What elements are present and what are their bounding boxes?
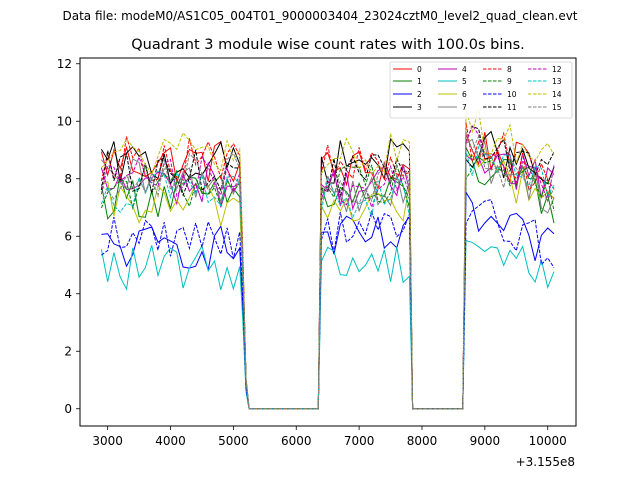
series-line-10 (101, 199, 555, 410)
legend-label: 7 (462, 103, 467, 112)
y-tick-label: 8 (64, 172, 72, 186)
legend-label: 12 (552, 65, 562, 74)
y-tick-label: 12 (57, 57, 72, 71)
y-axis: 0 2 4 6 8 10 12 (57, 57, 80, 416)
chart-title: Quadrant 3 module wise count rates with … (131, 37, 525, 53)
series-line-0 (100, 132, 555, 410)
series-line-13 (100, 145, 555, 410)
series-line-11 (100, 125, 555, 410)
suptitle: Data file: modeM0/AS1C05_004T01_90000034… (62, 9, 577, 23)
y-tick-label: 2 (64, 344, 72, 358)
legend-label: 4 (462, 65, 467, 74)
x-tick-label: 5000 (218, 434, 249, 448)
legend-label: 15 (552, 103, 562, 112)
legend-label: 9 (507, 77, 512, 86)
legend-label: 3 (417, 103, 422, 112)
legend-label: 10 (507, 90, 517, 99)
axes-frame (79, 57, 577, 427)
x-tick-label: 9000 (470, 434, 501, 448)
legend-label: 11 (507, 103, 517, 112)
x-axis: 3000 4000 5000 6000 7000 8000 9000 10000 (92, 426, 567, 448)
x-tick-label: 10000 (529, 434, 567, 448)
x-offset-label: +3.155e8 (516, 455, 575, 469)
legend-label: 8 (507, 65, 512, 74)
x-tick-label: 8000 (407, 434, 438, 448)
y-tick-label: 0 (64, 402, 72, 416)
legend-label: 6 (462, 90, 467, 99)
legend-label: 2 (417, 90, 422, 99)
legend-label: 13 (552, 77, 562, 86)
y-tick-label: 10 (57, 114, 72, 128)
legend-label: 1 (417, 77, 422, 86)
y-tick-label: 4 (64, 287, 72, 301)
x-tick-label: 3000 (92, 434, 123, 448)
plot-lines (100, 109, 555, 410)
legend-label: 0 (417, 65, 422, 74)
series-line-8 (100, 122, 555, 410)
series-line-14 (101, 109, 555, 410)
series-line-2 (101, 190, 555, 410)
x-tick-label: 6000 (281, 434, 312, 448)
x-tick-label: 4000 (155, 434, 186, 448)
series-line-9 (100, 155, 555, 410)
legend-box (389, 61, 573, 119)
series-line-15 (101, 131, 555, 410)
legend-label: 5 (462, 77, 467, 86)
series-line-5 (100, 239, 555, 410)
legend-label: 14 (552, 90, 562, 99)
x-tick-label: 7000 (344, 434, 375, 448)
y-tick-label: 6 (64, 229, 72, 243)
